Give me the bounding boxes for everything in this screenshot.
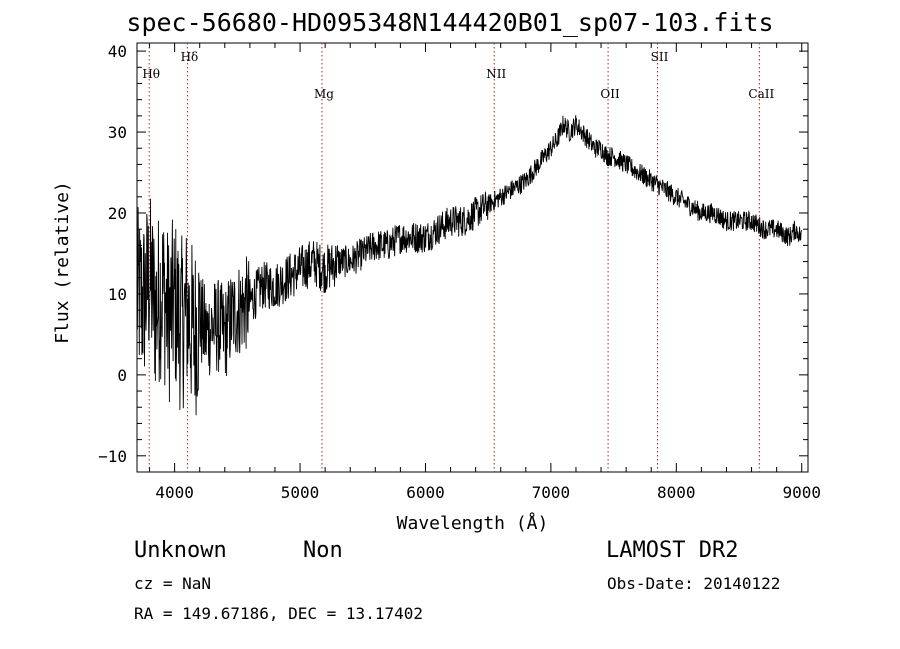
- x-tick-label: 5000: [281, 483, 320, 502]
- chart-title: spec-56680-HD095348N144420B01_sp07-103.f…: [126, 8, 774, 37]
- line-marker-label: Hδ: [181, 50, 199, 64]
- line-marker-label: NII: [486, 67, 506, 81]
- line-marker-label: SII: [651, 50, 669, 64]
- y-tick-label: 30: [108, 123, 127, 142]
- obs-date: Obs-Date: 20140122: [607, 574, 781, 593]
- x-tick-label: 8000: [657, 483, 696, 502]
- object-subclass: Non: [303, 538, 343, 563]
- y-tick-label: 20: [108, 204, 127, 223]
- line-marker-label: Hθ: [142, 67, 160, 81]
- x-tick-label: 7000: [532, 483, 571, 502]
- plot-frame: [136, 42, 809, 473]
- object-class: Unknown: [134, 538, 227, 563]
- y-tick-label: 40: [108, 42, 127, 61]
- spectrum-line: [136, 115, 802, 416]
- y-tick-label: −10: [98, 447, 127, 466]
- y-axis-label: Flux (relative): [52, 181, 73, 344]
- x-tick-label: 9000: [782, 483, 821, 502]
- line-marker-label: Mg: [314, 87, 334, 101]
- redshift-cz: cz = NaN: [134, 574, 212, 593]
- line-marker-label: OII: [600, 87, 620, 101]
- ra-dec-coords: RA = 149.67186, DEC = 13.17402: [134, 604, 423, 623]
- x-tick-label: 4000: [155, 483, 194, 502]
- x-tick-label: 6000: [406, 483, 445, 502]
- y-tick-label: 0: [117, 366, 127, 385]
- survey-name: LAMOST DR2: [606, 538, 739, 563]
- line-marker-label: CaII: [748, 87, 774, 101]
- y-tick-label: 10: [108, 285, 127, 304]
- x-axis-label: Wavelength (Å): [397, 512, 549, 534]
